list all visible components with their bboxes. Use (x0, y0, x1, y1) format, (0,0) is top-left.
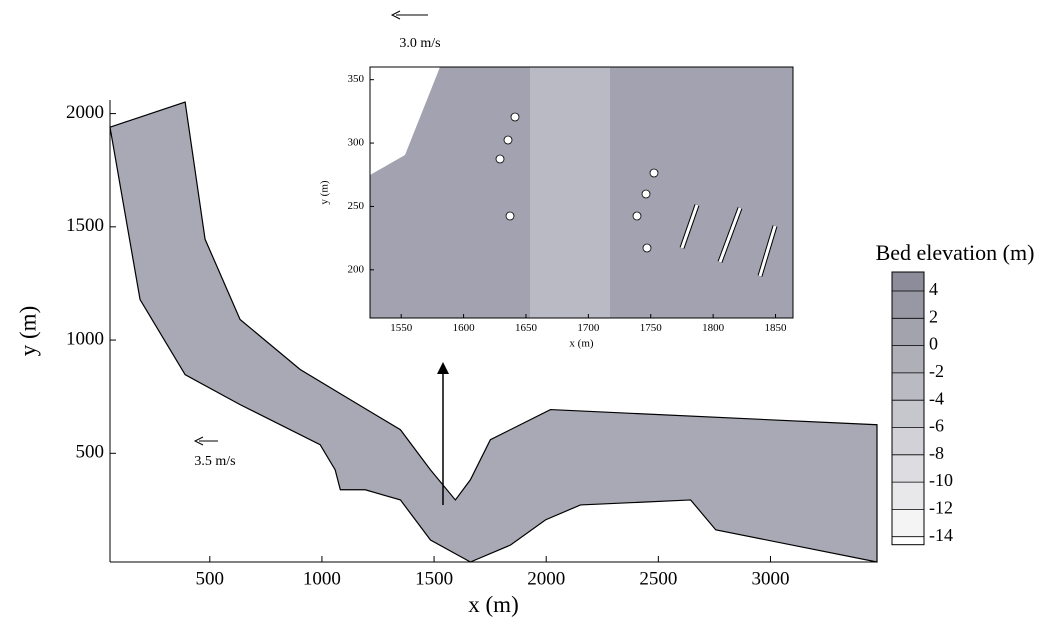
colorbar-label: -4 (929, 388, 944, 408)
x-tick-label: 3000 (751, 568, 789, 589)
colorbar-band (892, 400, 924, 428)
y-axis-label: y (m) (319, 180, 331, 204)
colorbar-band (892, 509, 924, 537)
colorbar-band (892, 427, 924, 455)
reference-vector-label: 3.5 m/s (194, 454, 235, 469)
groyne-inner (680, 204, 699, 249)
y-tick-label: 250 (348, 200, 365, 212)
reference-vector-label: 3.0 m/s (399, 36, 440, 51)
colorbar-band (892, 291, 924, 319)
x-tick-label: 1500 (415, 568, 453, 589)
x-tick-label: 1000 (303, 568, 341, 589)
x-tick-label: 1700 (577, 322, 600, 334)
colorbar-label: -14 (929, 525, 953, 545)
structure (649, 168, 659, 178)
x-tick-label: 1550 (390, 322, 413, 334)
y-tick-label: 200 (348, 263, 365, 275)
y-tick-label: 350 (348, 73, 365, 85)
y-tick-label: 500 (76, 442, 105, 463)
colorbar-label: -2 (929, 361, 944, 381)
x-tick-label: 2000 (527, 568, 565, 589)
colorbar-band (892, 536, 924, 545)
x-axis-label: x (m) (468, 592, 518, 617)
x-tick-label: 1800 (702, 322, 725, 334)
reference-vector-head (193, 436, 204, 446)
colorbar-label: -10 (929, 470, 953, 490)
structure (641, 189, 651, 199)
panel-frame (369, 66, 794, 319)
y-tick-label: 1000 (66, 328, 104, 349)
structure (642, 243, 652, 253)
structure (510, 112, 520, 122)
colorbar-label: -6 (929, 416, 944, 436)
x-axis-label: x (m) (569, 337, 593, 349)
y-tick-label: 2000 (66, 102, 104, 123)
x-tick-label: 2500 (639, 568, 677, 589)
x-tick-label: 500 (196, 568, 225, 589)
x-tick-label: 1600 (453, 322, 476, 334)
reference-vector-head (390, 10, 401, 20)
x-tick-label: 1650 (515, 322, 538, 334)
structure (505, 211, 515, 221)
groyne-inner (758, 225, 777, 277)
colorbar-label: -12 (929, 498, 953, 518)
panel: 500 1000 1500 2000 2500 3000 500 1000 1500 2000 x … (15, 100, 878, 617)
y-tick-label: 300 (348, 137, 365, 149)
groyne-inner (718, 207, 742, 263)
y-tick-label: 1500 (66, 215, 104, 236)
panel: 1550 1600 1650 1700 1750 1800 1850 200 250 300 350… (319, 66, 794, 349)
y-axis-label: y (m) (15, 306, 40, 356)
x-tick-label: 1850 (765, 322, 788, 334)
x-tick-label: 1750 (640, 322, 663, 334)
colorbar-label: 4 (929, 279, 938, 299)
structure (632, 211, 642, 221)
colorbar-frame (891, 271, 925, 546)
colorbar-band (892, 482, 924, 510)
colorbar-band (892, 454, 924, 483)
colorbar-label: 0 (929, 334, 938, 354)
structure (495, 154, 505, 164)
colorbar-band (892, 272, 924, 291)
colorbar-title: Bed elevation (m) (876, 240, 1035, 265)
colorbar-band (892, 318, 924, 346)
colorbar-band (892, 372, 924, 401)
structure (503, 135, 513, 145)
channel (109, 101, 878, 563)
colorbar-label: 2 (929, 306, 938, 326)
colorbar-band (892, 345, 924, 373)
dry-area (370, 67, 440, 175)
colorbar-label: -8 (929, 443, 944, 463)
deep-channel (530, 67, 610, 318)
zoom-arrow-head (437, 362, 449, 374)
